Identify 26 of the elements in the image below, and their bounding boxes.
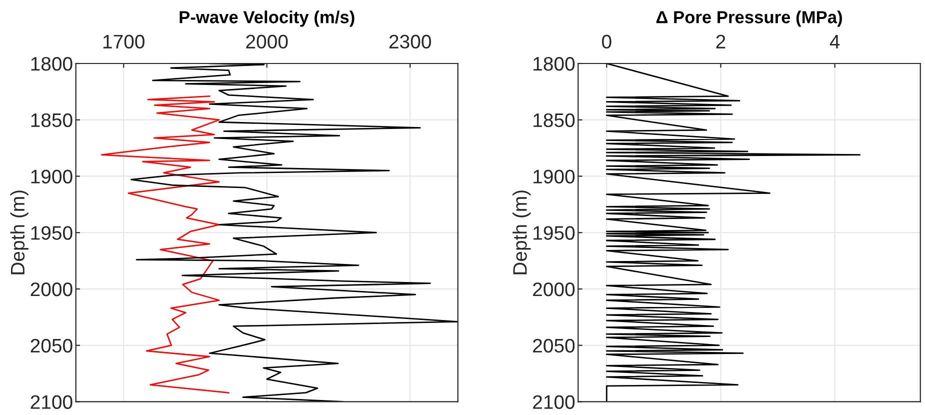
y-tick-label: 2100 (533, 395, 575, 409)
x-axis-title: Δ Pore Pressure (MPa) (656, 10, 842, 27)
y-tick-label: 2000 (30, 282, 72, 296)
x-tick-label: 2 (716, 34, 726, 48)
x-axis-title: P-wave Velocity (m/s) (180, 10, 354, 27)
x-tick-label: 4 (830, 34, 840, 48)
y-axis-title: Depth (m) (10, 190, 28, 274)
y-tick-label: 1950 (534, 226, 575, 240)
x-tick-label: 0 (602, 34, 612, 49)
y-tick-label: 2000 (533, 282, 575, 296)
y-tick-label: 1800 (534, 56, 575, 71)
y-tick-label: 1850 (31, 113, 72, 128)
x-tick-label: 1700 (103, 34, 144, 49)
line-series (606, 63, 861, 402)
x-tick-label: 2000 (246, 34, 288, 49)
y-tick-label: 1900 (534, 170, 575, 184)
y-axis-title: Depth (m) (512, 190, 531, 274)
line-series (100, 95, 230, 394)
y-tick-label: 2050 (30, 338, 72, 353)
y-tick-label: 1850 (534, 113, 575, 128)
y-tick-label: 1950 (31, 226, 72, 240)
y-tick-label: 1800 (31, 56, 72, 71)
y-tick-label: 1900 (31, 170, 72, 184)
y-tick-label: 2100 (30, 395, 72, 409)
y-tick-label: 2050 (533, 338, 575, 353)
x-tick-label: 2300 (389, 34, 431, 49)
